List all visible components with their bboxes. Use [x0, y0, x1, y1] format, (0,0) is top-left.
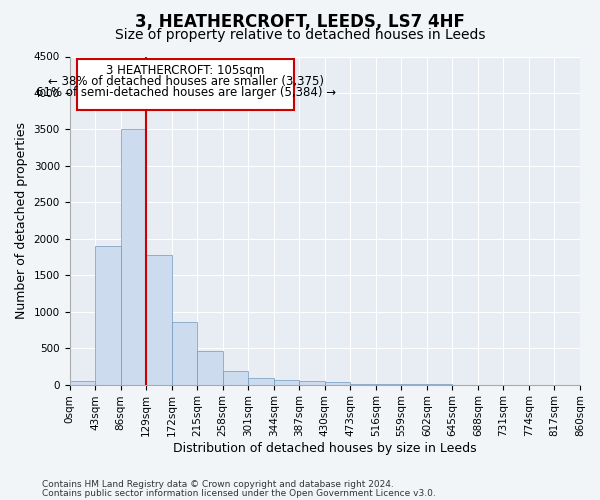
Text: 3 HEATHERCROFT: 105sqm: 3 HEATHERCROFT: 105sqm	[106, 64, 265, 77]
Text: ← 38% of detached houses are smaller (3,375): ← 38% of detached houses are smaller (3,…	[47, 76, 323, 88]
Text: Size of property relative to detached houses in Leeds: Size of property relative to detached ho…	[115, 28, 485, 42]
Bar	[146, 255, 172, 384]
Bar	[274, 380, 299, 384]
Bar	[223, 372, 248, 384]
Bar	[121, 130, 146, 384]
X-axis label: Distribution of detached houses by size in Leeds: Distribution of detached houses by size …	[173, 442, 476, 455]
Bar	[197, 352, 223, 384]
Text: 3, HEATHERCROFT, LEEDS, LS7 4HF: 3, HEATHERCROFT, LEEDS, LS7 4HF	[135, 12, 465, 30]
Text: 61% of semi-detached houses are larger (5,384) →: 61% of semi-detached houses are larger (…	[35, 86, 336, 100]
Bar	[248, 378, 274, 384]
Y-axis label: Number of detached properties: Number of detached properties	[15, 122, 28, 319]
Bar	[325, 382, 350, 384]
Bar	[299, 380, 325, 384]
Text: Contains public sector information licensed under the Open Government Licence v3: Contains public sector information licen…	[42, 489, 436, 498]
Bar	[172, 322, 197, 384]
Bar	[95, 246, 121, 384]
FancyBboxPatch shape	[77, 58, 294, 110]
Text: Contains HM Land Registry data © Crown copyright and database right 2024.: Contains HM Land Registry data © Crown c…	[42, 480, 394, 489]
Bar	[70, 381, 95, 384]
